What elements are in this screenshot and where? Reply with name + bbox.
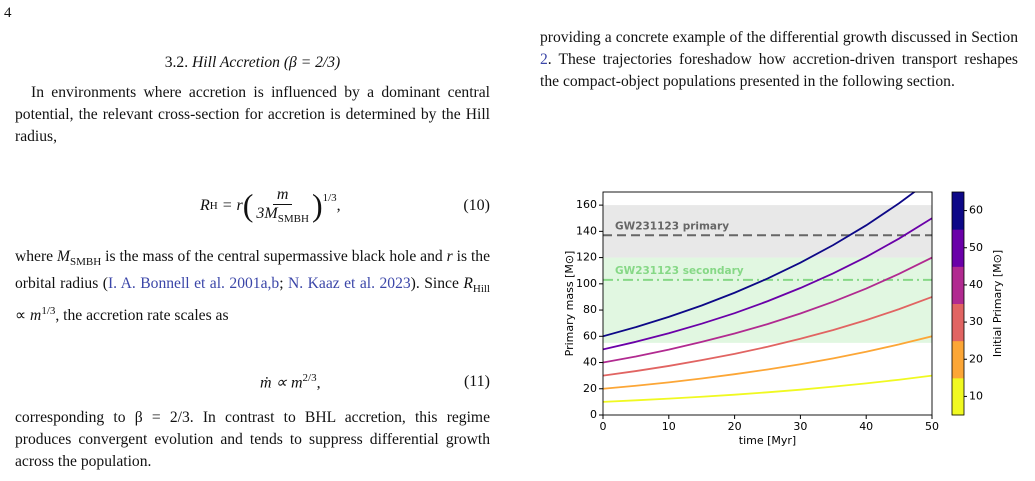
colorbar-segment (952, 377, 964, 416)
math: , (336, 196, 341, 214)
colorbar-tick-label: 40 (969, 278, 983, 291)
y-tick-label: 100 (576, 277, 597, 290)
colorbar-tick-label: 10 (969, 389, 983, 402)
y-tick-label: 60 (583, 329, 597, 342)
math: SMBH (70, 256, 102, 269)
x-tick-label: 50 (925, 420, 939, 433)
section-heading: 3.2. Hill Accretion (β = 2/3) (15, 52, 490, 74)
x-axis-label: time [Myr] (739, 434, 796, 447)
paragraph: corresponding to β = 2/3. In contrast to… (15, 409, 490, 470)
colorbar-segment (952, 192, 964, 230)
y-tick-label: 0 (590, 408, 597, 421)
text: , the accretion rate scales as (55, 307, 229, 325)
math: r (446, 248, 453, 265)
left-column: 3.2. Hill Accretion (β = 2/3) In environ… (15, 52, 490, 148)
equation: ṁ ∝ m2/3, (11) (200, 372, 490, 392)
paragraph: providing a concrete example of the diff… (540, 27, 1018, 93)
reference-label: GW231123 secondary (615, 265, 744, 277)
page-number: 4 (4, 5, 12, 21)
y-tick-label: 140 (576, 224, 597, 237)
math: H (209, 199, 218, 212)
math: m (276, 186, 289, 203)
section-number: 3.2. (164, 54, 189, 71)
plot-area (603, 192, 932, 403)
reference-label: GW231123 primary (615, 220, 729, 232)
math: , (316, 374, 321, 392)
section-title: Hill Accretion (β = 2/3) (192, 54, 341, 71)
math: R (463, 275, 473, 293)
colorbar-frame (951, 191, 965, 416)
series-line (603, 374, 932, 403)
equation-number: (10) (463, 196, 490, 214)
x-tick-label: 30 (793, 420, 807, 433)
text: where (15, 248, 58, 265)
paragraph: In environments where accretion is influ… (15, 84, 490, 145)
colorbar-segment (952, 303, 964, 342)
colorbar-tick-label: 50 (969, 241, 983, 254)
paragraph: where MSMBH is the mass of the central s… (15, 246, 490, 327)
y-tick-label: 40 (583, 356, 597, 369)
x-tick-label: 40 (859, 420, 873, 433)
series-line (603, 256, 932, 364)
text: ; (279, 275, 289, 293)
citation[interactable]: I. A. Bonnell et al. 2001a,b (107, 275, 280, 293)
text: providing a concrete example of the diff… (540, 29, 1018, 46)
y-tick-label: 120 (576, 251, 597, 264)
series-line (603, 335, 932, 390)
text: is the orbital radius ( (15, 248, 491, 293)
y-axis-label: Primary mass [M⊙] (563, 251, 576, 357)
math: SMBH (277, 213, 309, 226)
math: = r (221, 196, 243, 214)
math: 1/3 (322, 192, 337, 204)
colorbar-label: Initial Primary [M⊙] (991, 250, 1004, 357)
math: ṁ ∝ m (260, 374, 303, 392)
math: Hill (472, 283, 490, 296)
x-tick-label: 10 (662, 420, 676, 433)
citation[interactable]: N. Kaaz et al. 2023 (288, 275, 411, 293)
math: 3M (256, 205, 278, 222)
colorbar-tick-label: 60 (969, 204, 983, 217)
math: R (200, 196, 210, 214)
series-line (603, 296, 932, 377)
y-tick-label: 20 (583, 382, 597, 395)
section-link[interactable]: 2 (540, 51, 548, 68)
math: 1/3 (41, 305, 56, 318)
reference-band (603, 257, 932, 343)
text: ). Since (410, 275, 464, 293)
colorbar-tick-label: 20 (969, 352, 983, 365)
math: 2/3 (302, 372, 317, 384)
y-tick-label: 80 (583, 303, 597, 316)
y-tick-label: 160 (576, 198, 597, 211)
reference-band (603, 205, 932, 258)
fraction: m 3MSMBH (256, 186, 309, 225)
x-tick-label: 20 (728, 420, 742, 433)
math: m (30, 307, 42, 325)
colorbar-segment (952, 340, 964, 379)
series-line (603, 192, 916, 338)
colorbar-segment (952, 229, 964, 267)
text: is the mass of the central supermassive … (101, 248, 447, 265)
x-tick-label: 0 (600, 420, 607, 433)
colorbar-segment (952, 266, 964, 304)
series-line (603, 217, 932, 351)
text: . These trajectories foreshadow how accr… (540, 51, 1018, 90)
colorbar-tick-label: 30 (969, 315, 983, 328)
math: M (57, 248, 71, 265)
axes-frame (602, 191, 933, 416)
equation-number: (11) (463, 373, 490, 391)
chart: GW231123 primary GW231123 secondary 0 10 20 3… (563, 191, 1004, 447)
math: ∝ (15, 307, 31, 325)
